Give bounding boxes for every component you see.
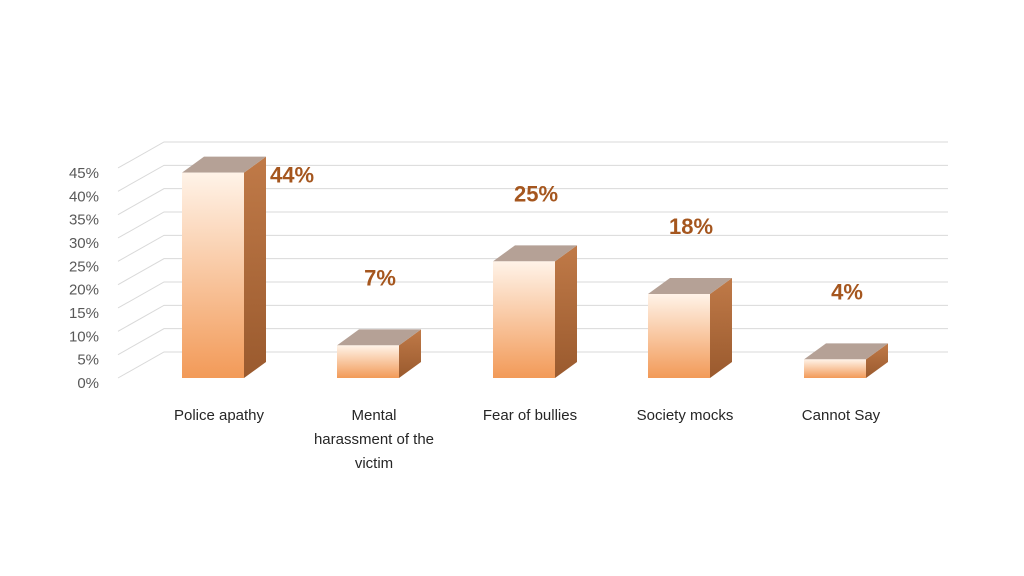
bar-side [866, 343, 888, 378]
y-tick-label: 15% [69, 305, 99, 322]
bar-side [244, 156, 266, 378]
gridline [117, 164, 948, 192]
y-tick-label: 45% [69, 165, 99, 182]
y-tick-label: 0% [77, 375, 99, 392]
data-label: 44% [270, 163, 314, 188]
bar-top [493, 245, 577, 262]
bar-side [399, 329, 421, 378]
gridline [117, 211, 948, 239]
bar-side [555, 245, 577, 378]
category-label: Mental harassment of the victim [314, 407, 434, 472]
data-label: 25% [514, 181, 558, 206]
category-label: Cannot Say [802, 407, 881, 424]
gridline [117, 258, 948, 286]
bar-front [648, 293, 710, 378]
data-label: 4% [831, 279, 863, 304]
bar-top [182, 156, 266, 173]
x-axis-categories: Police apathy Mental harassment of the vict… [174, 407, 881, 472]
bar-front [804, 359, 866, 378]
y-tick-label: 10% [69, 328, 99, 345]
gridlines [117, 141, 948, 379]
bar-front [493, 261, 555, 378]
category-label: Police apathy [174, 407, 265, 424]
data-labels: 44% 7% 25% 18% 4% [270, 163, 863, 305]
bar-front [182, 172, 244, 378]
bar-front [337, 345, 399, 378]
y-tick-label: 40% [69, 188, 99, 205]
category-label: Fear of bullies [483, 407, 577, 424]
gridline [117, 141, 948, 169]
y-tick-label: 20% [69, 282, 99, 299]
data-label: 18% [669, 214, 713, 239]
bar-top [337, 329, 421, 346]
category-label: Society mocks [637, 407, 734, 424]
bar [493, 245, 577, 378]
gridline [117, 234, 948, 262]
y-tick-label: 5% [77, 352, 99, 369]
bar-side [710, 277, 732, 378]
bar-top [648, 277, 732, 294]
bar [182, 156, 266, 378]
bar-top [804, 343, 888, 360]
bar [804, 343, 888, 378]
gridline [117, 188, 948, 216]
y-tick-label: 35% [69, 212, 99, 229]
bar [648, 277, 732, 378]
bar [337, 329, 421, 378]
y-tick-label: 30% [69, 235, 99, 252]
y-axis-ticks: 0% 5% 10% 15% 20% 25% 30% 35% 40% 45% [69, 165, 99, 392]
bars [182, 156, 888, 378]
y-tick-label: 25% [69, 258, 99, 275]
data-label: 7% [364, 265, 396, 290]
